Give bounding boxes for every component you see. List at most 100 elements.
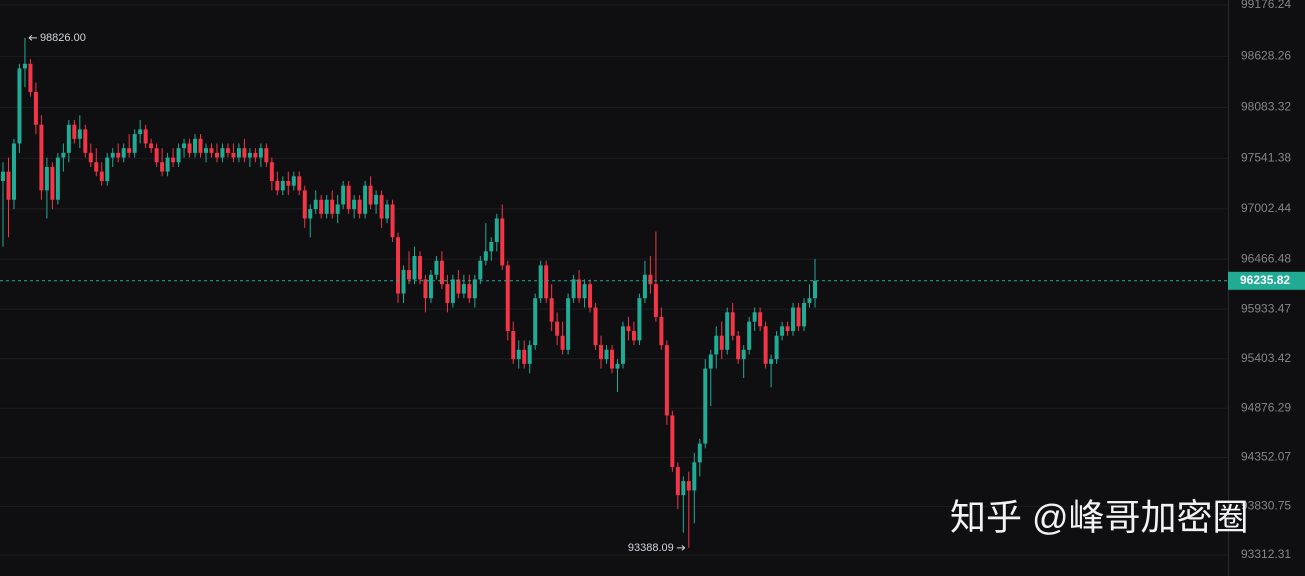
candle-body xyxy=(198,138,203,153)
candle-body xyxy=(692,462,697,491)
candle-body xyxy=(55,157,60,200)
candle-body xyxy=(423,279,428,299)
candle-body xyxy=(494,218,499,242)
candle-body xyxy=(774,335,779,360)
candle-body xyxy=(813,280,817,299)
candle-body xyxy=(796,307,801,327)
candle-body xyxy=(363,185,368,214)
candle-body xyxy=(286,180,291,186)
candle-body xyxy=(670,415,675,468)
y-tick-label: 94352.07 xyxy=(1241,450,1291,464)
candle-body xyxy=(297,176,302,191)
candle-body xyxy=(280,180,285,191)
watermark: 知乎 @峰哥加密圈 xyxy=(950,497,1249,538)
candle-body xyxy=(264,148,269,163)
candle-body xyxy=(6,171,11,200)
candle-body xyxy=(439,260,444,285)
candle-body xyxy=(225,148,230,153)
candle-body xyxy=(77,129,82,139)
low-label: 93388.09 xyxy=(628,542,674,554)
candle-body xyxy=(330,199,335,214)
candle-body xyxy=(802,302,807,327)
candle-body xyxy=(758,312,763,327)
candle-body xyxy=(253,152,258,158)
candle-body xyxy=(396,237,401,294)
candle-body xyxy=(582,284,587,299)
candle-body xyxy=(110,152,115,158)
candle-body xyxy=(428,274,433,299)
y-tick-label: 95933.47 xyxy=(1241,301,1291,315)
candle-body xyxy=(478,260,483,280)
candle-body xyxy=(66,124,71,153)
candle-body xyxy=(242,148,247,158)
candle-body xyxy=(231,152,236,158)
candle-body xyxy=(182,143,187,149)
candle-body xyxy=(445,284,450,303)
candle-body xyxy=(719,335,724,350)
candle-body xyxy=(769,359,774,364)
candle-body xyxy=(154,148,159,163)
candle-body xyxy=(269,162,274,181)
candle-body xyxy=(588,284,593,308)
candle-body xyxy=(560,335,565,350)
candle-body xyxy=(522,349,527,364)
candle-body xyxy=(604,349,609,360)
candle-body xyxy=(401,270,406,294)
candle-body xyxy=(204,148,208,153)
candle-body xyxy=(472,279,477,299)
candle-body xyxy=(516,349,521,360)
candle-body xyxy=(549,298,554,322)
y-tick-label: 96466.48 xyxy=(1241,251,1291,265)
candle-body xyxy=(555,321,560,336)
candle-body xyxy=(417,256,422,280)
candle-body xyxy=(577,279,582,299)
candle-body xyxy=(390,204,395,238)
candle-body xyxy=(121,148,126,158)
candle-body xyxy=(681,481,686,496)
candle-body xyxy=(247,152,252,158)
candle-body xyxy=(61,152,66,158)
candle-body xyxy=(33,91,38,125)
candle-body xyxy=(258,148,263,158)
candle-body xyxy=(615,363,620,369)
candle-body xyxy=(741,349,746,360)
candle-body xyxy=(785,326,790,332)
candle-body xyxy=(94,162,99,172)
y-tick-label: 99176.24 xyxy=(1241,0,1291,11)
candle-body xyxy=(659,316,664,346)
candle-body xyxy=(346,185,351,210)
candle-body xyxy=(324,199,329,214)
candle-body xyxy=(467,284,472,299)
candle-body xyxy=(675,467,680,496)
candle-body xyxy=(505,265,510,332)
candle-body xyxy=(193,138,198,153)
candle-body xyxy=(209,148,214,153)
candle-body xyxy=(527,345,532,364)
candle-body xyxy=(72,124,77,139)
candle-body xyxy=(703,368,708,444)
candle-body xyxy=(302,190,307,219)
candle-body xyxy=(780,326,785,336)
candle-body xyxy=(11,143,16,200)
candle-body xyxy=(664,345,669,416)
candle-body xyxy=(747,321,752,350)
candle-body xyxy=(566,298,571,350)
candle-body xyxy=(83,129,88,153)
candle-body xyxy=(500,218,505,266)
candle-body xyxy=(461,284,466,294)
candle-body xyxy=(165,157,170,172)
candle-body xyxy=(149,143,154,149)
candle-body xyxy=(626,326,631,332)
candle-body xyxy=(171,157,176,163)
candle-body xyxy=(763,326,768,364)
y-tick-label: 93312.31 xyxy=(1241,547,1291,561)
candle-body xyxy=(412,256,417,280)
candle-body xyxy=(319,199,324,214)
candle-body xyxy=(132,134,137,153)
candle-body xyxy=(752,312,757,322)
candle-body xyxy=(533,298,538,346)
candle-body xyxy=(1,171,5,181)
candle-body xyxy=(308,209,313,219)
